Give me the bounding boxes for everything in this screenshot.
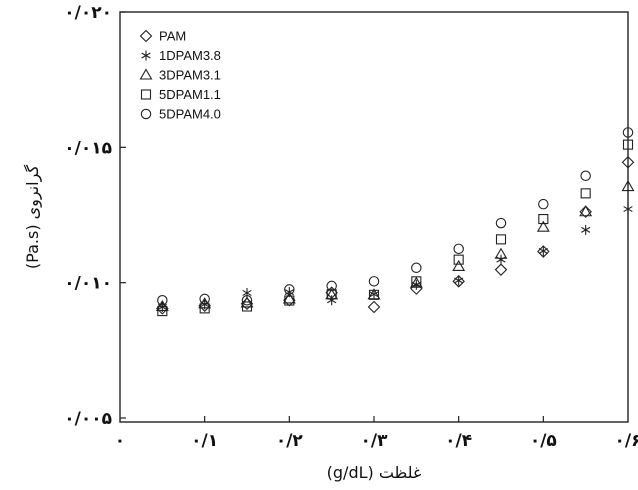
series-5dpam4.0: [157, 127, 634, 306]
data-point: [155, 299, 169, 312]
data-point: [368, 276, 380, 287]
data-point: [579, 205, 593, 217]
data-point: [369, 289, 379, 300]
data-point: [454, 275, 464, 286]
data-point: [581, 224, 591, 235]
y-tick-label: ۰/۰۱۵: [64, 138, 112, 158]
x-tick-label: ۰: [115, 431, 125, 451]
data-point: [538, 245, 548, 256]
data-point: [580, 170, 591, 182]
data-point: [284, 284, 295, 295]
data-point: [621, 179, 635, 192]
x-tick-label: ۰/۱: [191, 431, 218, 451]
data-point: [495, 234, 507, 245]
legend-marker: [139, 68, 153, 80]
legend-marker: [141, 50, 151, 61]
legend-item: 3DPAM3.1: [139, 68, 221, 83]
legend-label: 1DPAM3.8: [159, 48, 221, 63]
legend-marker: [140, 108, 152, 120]
legend: PAM 1DPAM3.8 3DPAM3.1 5DPAM1.1 5DPAM4.0: [139, 29, 221, 122]
x-tick-label: ۰/۳: [361, 431, 389, 451]
data-point: [157, 295, 168, 306]
legend-marker: [140, 89, 152, 100]
legend-item: 1DPAM3.8: [141, 48, 221, 63]
series-1dpam3.8: [157, 204, 633, 313]
data-point: [622, 127, 634, 138]
data-point: [282, 292, 296, 304]
data-point: [368, 289, 380, 300]
series-pam: [156, 155, 635, 315]
series-5dpam1.1: [157, 139, 634, 317]
data-point: [580, 188, 591, 199]
data-point: [538, 198, 549, 210]
data-point: [411, 279, 421, 290]
data-point: [538, 214, 549, 225]
data-point: [241, 301, 253, 312]
data-point: [623, 204, 633, 215]
legend-label: PAM: [159, 29, 186, 44]
x-tick-label: ۰/۶: [615, 431, 638, 451]
data-point: [326, 280, 337, 292]
x-axis-ticks: ۰ ۰/۱ ۰/۲ ۰/۳ ۰/۴ ۰/۵ ۰/۶: [115, 416, 638, 451]
data-point: [494, 247, 508, 259]
y-tick-label: ۰/۰۲۰: [64, 3, 112, 23]
data-markers: [155, 127, 635, 317]
data-point: [367, 300, 381, 314]
data-point: [242, 287, 252, 298]
data-point: [621, 155, 635, 169]
y-axis-title: گرانروی (Pa.s): [23, 165, 43, 270]
plot-area: ۰ ۰/۱ ۰/۲ ۰/۳ ۰/۴ ۰/۵ ۰/۶ ۰/۰۰۵ ۰/۰۱۰ ۰/۰۱۵ ۰/۰۲۰: [64, 3, 638, 451]
data-point: [494, 263, 508, 276]
x-axis-title: غلظت (g/dL): [327, 463, 422, 482]
y-tick-label: ۰/۰۰۵: [64, 409, 112, 429]
data-point: [409, 276, 423, 288]
legend-item: PAM: [139, 29, 186, 44]
data-point: [411, 276, 422, 287]
data-point: [452, 259, 466, 271]
legend-item: 5DPAM4.0: [140, 107, 221, 122]
data-point: [199, 293, 210, 305]
legend-label: 5DPAM1.1: [159, 87, 221, 102]
data-point: [453, 243, 464, 255]
x-tick-label: ۰/۴: [445, 431, 472, 451]
y-tick-label: ۰/۰۱۰: [64, 274, 112, 294]
x-tick-label: ۰/۲: [276, 431, 304, 451]
data-point: [157, 306, 168, 317]
data-point: [452, 275, 465, 288]
y-axis-ticks: ۰/۰۰۵ ۰/۰۱۰ ۰/۰۱۵ ۰/۰۲۰: [64, 3, 126, 429]
data-point: [496, 254, 506, 265]
data-point: [622, 139, 634, 150]
data-point: [536, 220, 550, 232]
legend-label: 3DPAM3.1: [159, 68, 221, 83]
data-point: [327, 295, 337, 306]
x-tick-label: ۰/۵: [530, 431, 557, 451]
data-point: [241, 295, 253, 306]
data-point: [453, 254, 464, 265]
data-point: [283, 293, 296, 307]
data-point: [411, 262, 422, 274]
data-point: [495, 217, 507, 229]
legend-item: 5DPAM1.1: [140, 87, 221, 102]
data-point: [284, 295, 295, 306]
series-3dpam3.1: [155, 179, 635, 312]
legend-label: 5DPAM4.0: [159, 107, 221, 122]
data-point: [537, 245, 550, 258]
data-point: [326, 289, 337, 300]
legend-marker: [139, 29, 153, 43]
data-point: [579, 205, 592, 219]
